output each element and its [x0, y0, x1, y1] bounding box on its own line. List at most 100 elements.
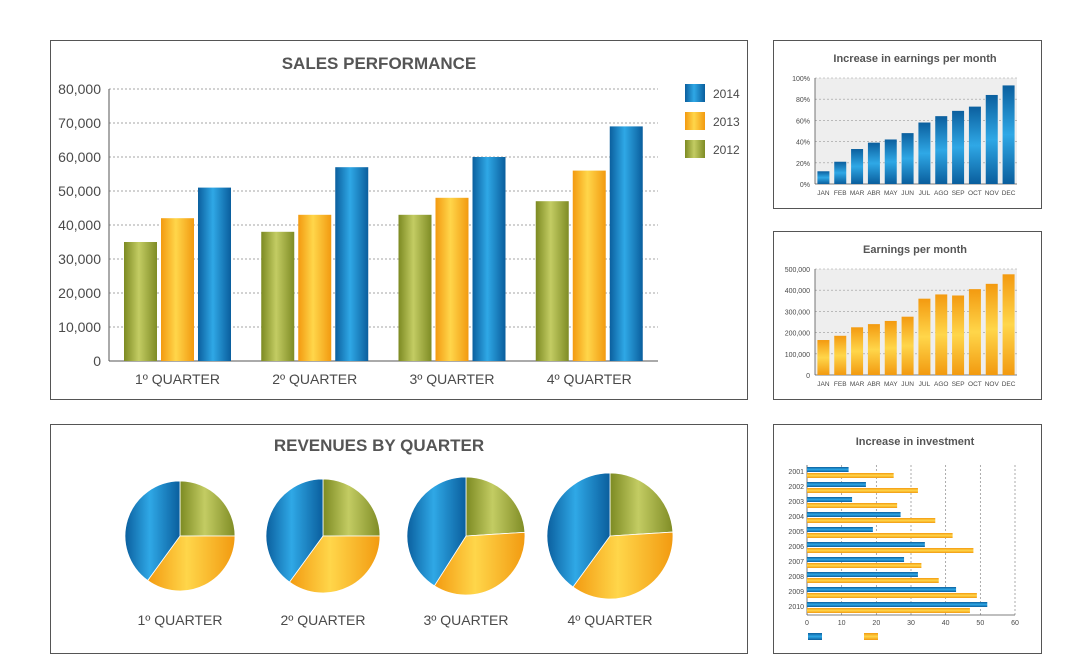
- x-tick-label: 4º QUARTER: [547, 371, 632, 387]
- x-tick-label: DEC: [1002, 381, 1016, 388]
- y-tick-label: 0%: [800, 182, 810, 189]
- pie-slice: [147, 535, 236, 592]
- x-tick-label: ABR: [867, 381, 881, 388]
- y-tick-label: 30,000: [58, 251, 101, 267]
- bar: [807, 473, 894, 478]
- bar: [834, 161, 847, 184]
- x-tick-label: SEP: [952, 190, 965, 197]
- y-tick-label: 0: [93, 353, 101, 369]
- x-tick-label: DEC: [1002, 190, 1016, 197]
- increase-investment-panel: Increase in investment 0 10 20 30 40 50 60 2001 2…: [773, 424, 1042, 654]
- earnings-per-month-chart: Earnings per month 0 100,000 200,000 300,000…: [785, 244, 1017, 388]
- y-tick-label: 200,000: [785, 331, 810, 338]
- y-tick-label: 0: [806, 373, 810, 380]
- y-tick-label: 10,000: [58, 319, 101, 335]
- x-tick-label: MAY: [884, 190, 898, 197]
- plot-background: [815, 269, 1017, 375]
- pie-slice: [265, 478, 324, 583]
- legend-swatch: [808, 633, 822, 640]
- bar: [807, 503, 898, 508]
- x-tick-label: JUL: [919, 190, 931, 197]
- y-tick-label: 80,000: [58, 81, 101, 97]
- chart-title: Increase in earnings per month: [833, 53, 996, 65]
- chart-title: Increase in investment: [856, 436, 975, 448]
- y-tick-label: 60%: [796, 118, 810, 125]
- bar: [851, 149, 864, 184]
- bar-2012: [398, 214, 432, 361]
- x-tick-label: 1º QUARTER: [135, 371, 220, 387]
- pie-slice: [124, 480, 181, 582]
- y-tick-label: 2003: [788, 499, 804, 506]
- bar: [851, 327, 864, 375]
- bar: [901, 316, 914, 375]
- x-tick-label: JAN: [817, 190, 830, 197]
- bar: [807, 497, 853, 502]
- pie-label: 2º QUARTER: [281, 612, 366, 628]
- x-tick-label: 40: [942, 620, 950, 627]
- x-tick-label: NOV: [985, 381, 1000, 388]
- chart-title: Earnings per month: [863, 244, 967, 256]
- bar: [935, 116, 948, 184]
- x-tick-label: MAY: [884, 381, 898, 388]
- x-tick-label: SEP: [952, 381, 965, 388]
- bar: [807, 602, 988, 607]
- legend-label: 2012: [713, 143, 740, 157]
- x-tick-label: JAN: [817, 381, 830, 388]
- bar-2012: [535, 201, 569, 361]
- revenues-by-quarter-panel: REVENUES BY QUARTER 1º QUARTER 2º QUARTER 3…: [50, 424, 748, 654]
- bar: [884, 139, 897, 184]
- increase-earnings-panel: Increase in earnings per month 0% 20% 40% 60…: [773, 40, 1042, 209]
- x-tick-label: AGO: [934, 190, 948, 197]
- bar: [968, 106, 981, 184]
- x-tick-label: MAR: [850, 190, 865, 197]
- bar: [1002, 85, 1015, 184]
- pie-slice: [406, 476, 467, 587]
- bar: [817, 171, 830, 184]
- y-tick-label: 2009: [788, 589, 804, 596]
- bar: [807, 587, 957, 592]
- bar: [867, 142, 880, 184]
- pie-slice: [179, 480, 236, 537]
- bar: [807, 572, 918, 577]
- legend-label: 2014: [713, 87, 740, 101]
- pie-slice: [288, 535, 381, 594]
- x-tick-label: JUL: [919, 381, 931, 388]
- bar-2013: [298, 214, 332, 361]
- bar: [1002, 274, 1015, 375]
- y-tick-label: 2005: [788, 529, 804, 536]
- bar-2013: [435, 197, 469, 361]
- y-tick-label: 2004: [788, 514, 804, 521]
- bar: [807, 527, 873, 532]
- pie-slice: [465, 476, 526, 537]
- bar: [918, 298, 931, 375]
- y-tick-label: 70,000: [58, 115, 101, 131]
- x-tick-label: JUN: [901, 381, 914, 388]
- bar: [968, 289, 981, 375]
- bar: [807, 542, 925, 547]
- bar: [935, 294, 948, 375]
- pie-slice: [433, 531, 526, 596]
- y-tick-label: 80%: [796, 97, 810, 104]
- bar: [884, 320, 897, 375]
- bar-2012: [261, 231, 295, 361]
- x-tick-label: FEB: [834, 190, 847, 197]
- pie-label: 3º QUARTER: [424, 612, 509, 628]
- y-tick-label: 50,000: [58, 183, 101, 199]
- bar: [807, 548, 974, 553]
- x-tick-label: AGO: [934, 381, 948, 388]
- pie-slice: [322, 478, 381, 537]
- bar-2014: [335, 167, 369, 361]
- x-tick-label: ABR: [867, 190, 881, 197]
- x-tick-label: 2º QUARTER: [272, 371, 357, 387]
- sales-performance-panel: SALES PERFORMANCE 0 10,000 20,000 30,000 40,0…: [50, 40, 748, 400]
- x-tick-label: 20: [872, 620, 880, 627]
- legend-swatch: [685, 112, 705, 130]
- earnings-per-month-panel: Earnings per month 0 100,000 200,000 300,000…: [773, 231, 1042, 400]
- y-tick-label: 20%: [796, 161, 810, 168]
- chart-title: REVENUES BY QUARTER: [274, 436, 484, 455]
- bar-2014: [609, 126, 643, 362]
- pie-slice: [546, 472, 611, 588]
- x-tick-label: MAR: [850, 381, 865, 388]
- pie-label: 1º QUARTER: [138, 612, 223, 628]
- bar: [817, 340, 830, 375]
